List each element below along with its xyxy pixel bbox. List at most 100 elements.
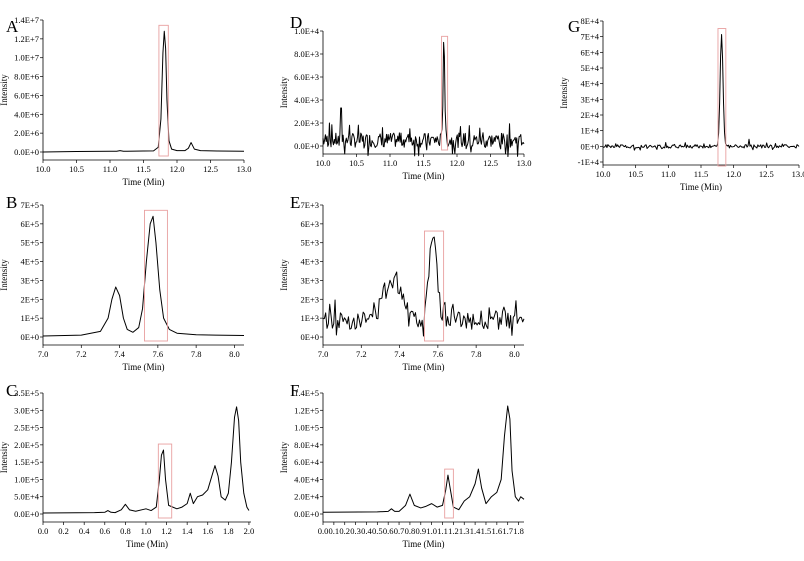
x-tick-label: 12.0 [726,169,741,179]
x-tick-label: 0.2 [339,526,350,536]
y-tick-label: 2E+4 [581,110,600,120]
x-tick-label: 0.0 [318,526,329,536]
y-tick-label: 6.0E+4 [294,457,320,467]
x-tick-label: 0.6 [383,526,394,536]
chromatogram-trace [322,236,525,337]
y-tick-label: 6.0E+3 [294,72,319,82]
x-axis-title: Time (Min) [403,362,445,372]
y-tick-label: 1.0E+5 [294,423,319,433]
x-tick-label: 1.6 [492,526,503,536]
x-tick-label: 7.4 [394,349,405,359]
peak-highlight-box [444,468,454,519]
y-tick-label: 5.0E+4 [14,492,40,502]
y-tick-label: 1.2E+7 [14,34,39,44]
y-tick-label: 3.5E+5 [14,388,39,398]
x-tick-label: 12.5 [483,158,498,168]
peak-highlight-box [158,24,169,157]
x-tick-label: 0.3 [350,526,361,536]
x-tick-label: 0.8 [405,526,416,536]
x-tick-label: 7.8 [191,349,202,359]
x-tick-label: 7.2 [76,349,87,359]
panel-f: F0.0 0.1 0.2 0.3 0.4 0.5 0.6 0.7 0.8 0.9 1.0 1.1 1.2… [279,381,525,549]
x-tick-label: 0.8 [120,526,131,536]
chromatogram-trace [42,215,245,337]
y-axis-title: Intensity [0,74,9,106]
panel-letter: E [290,193,300,212]
x-axis-title: Time (Min) [123,177,165,187]
y-tick-label: 2E+5 [21,294,40,304]
y-tick-label: 0.0E+0 [14,509,39,519]
y-tick-label: 6E+3 [301,219,320,229]
y-tick-label: 0.0E+0 [294,509,319,519]
peak-highlight-box [717,28,727,167]
x-tick-label: 10.0 [36,164,51,174]
y-tick-label: 0E+0 [21,332,40,342]
x-tick-label: 0.6 [99,526,110,536]
x-tick-label: 1.8 [513,526,524,536]
y-tick-label: 2.0E+3 [294,118,319,128]
y-tick-label: 8.0E+6 [14,72,39,82]
y-tick-label: 6E+5 [21,219,40,229]
y-tick-label: 3.0E+5 [14,405,39,415]
x-tick-label: 0.0 [38,526,49,536]
chromatogram-trace [322,405,525,513]
x-tick-label: 8.0 [509,349,520,359]
y-tick-label: 4E+4 [581,79,600,89]
y-tick-label: 6E+4 [581,47,600,57]
y-tick-label: 2.0E+6 [14,128,39,138]
x-tick-label: 13.0 [792,169,804,179]
x-tick-label: 1.4 [470,526,481,536]
chromatogram-trace [322,41,525,158]
x-axis-title: Time (Min) [403,539,445,549]
peak-highlight-box [424,230,445,342]
y-tick-label: 3E+4 [581,94,600,104]
x-tick-label: 11.0 [383,158,398,168]
y-axis-title: Intensity [279,259,289,291]
y-tick-label: 7E+4 [581,32,600,42]
x-tick-label: 11.0 [661,169,676,179]
peak-highlight-box [144,209,168,342]
x-tick-label: 13.0 [237,164,252,174]
y-tick-label: 5E+5 [21,238,40,248]
x-tick-label: 11.5 [136,164,151,174]
x-tick-label: 1.8 [223,526,234,536]
x-tick-label: 11.0 [103,164,118,174]
x-tick-label: 12.0 [170,164,185,174]
y-tick-label: 5E+4 [581,63,600,73]
panel-letter: D [290,13,302,32]
y-axis-title: Intensity [279,441,289,473]
peak-highlight-box [157,443,173,519]
y-tick-label: 1.5E+5 [14,457,39,467]
x-tick-label: 0.5 [372,526,383,536]
y-tick-label: 8.0E+4 [294,440,320,450]
y-tick-label: 1.0E+4 [294,26,320,36]
panel-b: B 7.0 7.2 7.4 7.6 7.8 8.0 0E+0 1E+5 2E+5 3E+5 4E+5 5… [0,193,245,372]
y-tick-label: 7E+5 [21,200,40,210]
y-tick-label: 1.4E+7 [14,15,39,25]
y-tick-label: 1E+4 [581,126,600,136]
panel-letter: C [6,381,17,400]
y-tick-label: 4.0E+3 [294,95,319,105]
panel-c: C 0.0 0.2 0.4 0.6 0.8 1.0 1.2 1.4 1.6 1.8 2.0 0.0E+0… [0,381,254,549]
y-tick-label: 2.5E+5 [14,423,39,433]
y-tick-label: 7E+3 [301,200,320,210]
panel-letter: B [6,193,17,212]
y-tick-label: 1.0E+5 [14,474,39,484]
x-tick-label: 7.8 [471,349,482,359]
y-tick-label: 1.0E+7 [14,53,39,63]
peak-highlight-box [441,35,449,151]
x-tick-label: 0.2 [58,526,69,536]
y-tick-label: 2.0E+5 [14,440,39,450]
x-tick-label: 8.0 [229,349,240,359]
x-tick-label: 1.0 [426,526,437,536]
y-tick-label: 4E+3 [301,257,320,267]
panel-letter: G [568,17,580,36]
panel-a: A 10.0 10.5 11.0 11.5 12.0 12.5 13.0 0.0E+0 2.0E+… [0,15,251,187]
y-tick-label: 3E+3 [301,275,320,285]
y-tick-label: 3E+5 [21,275,40,285]
y-tick-label: 8.0E+3 [294,49,319,59]
y-tick-label: 2E+3 [301,294,320,304]
x-tick-label: 1.3 [459,526,470,536]
panel-e: E 7.0 7.2 7.4 7.6 7.8 8.0 0E+0 1E+3 2E+3 3E+3 4E+3 5… [279,193,525,372]
